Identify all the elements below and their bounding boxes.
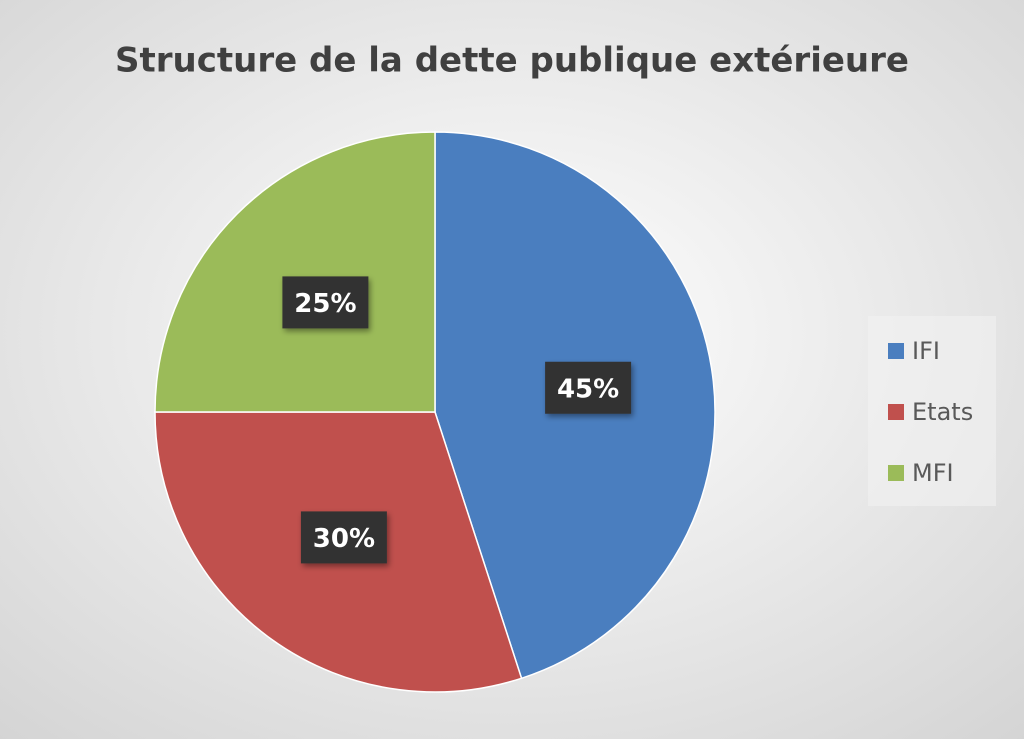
data-label: 30% bbox=[313, 524, 375, 554]
data-label-box bbox=[300, 511, 387, 564]
data-label-box bbox=[545, 361, 632, 414]
legend-swatch bbox=[888, 404, 904, 420]
data-label-box bbox=[282, 276, 369, 329]
data-label: 25% bbox=[294, 289, 356, 319]
data-label: 45% bbox=[557, 374, 619, 404]
legend-label: IFI bbox=[912, 337, 940, 365]
legend-label: Etats bbox=[912, 398, 973, 426]
legend-swatch bbox=[888, 465, 904, 481]
chart-title: Structure de la dette publique extérieur… bbox=[115, 41, 909, 81]
pie-slice bbox=[154, 131, 436, 413]
legend-swatch bbox=[888, 343, 904, 359]
legend-label: MFI bbox=[912, 459, 954, 487]
